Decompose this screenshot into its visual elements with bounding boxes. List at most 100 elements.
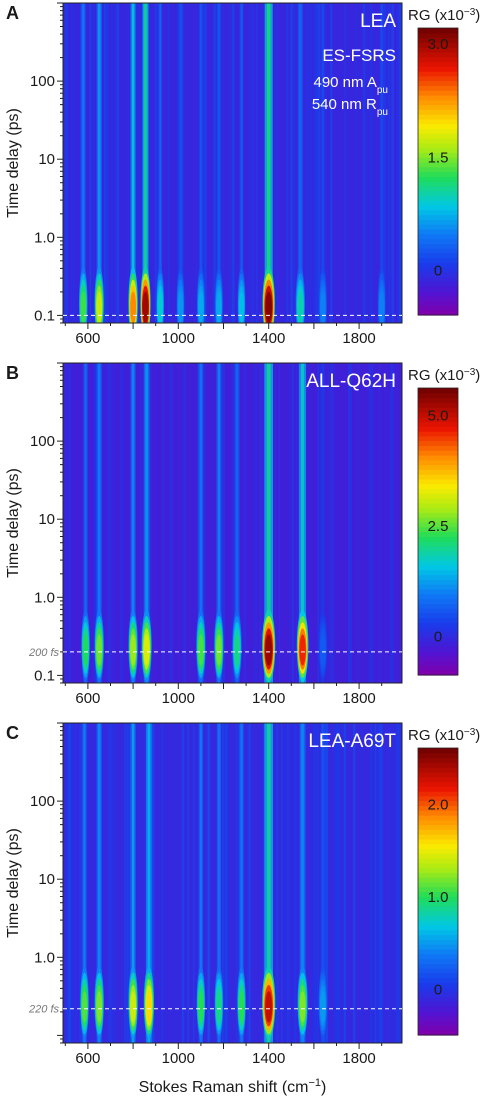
colorbar-segment — [418, 824, 458, 830]
texture-streak — [309, 363, 312, 683]
colorbar-segment — [418, 204, 458, 211]
texture-streak — [283, 723, 287, 1043]
y-tick-label: 100 — [30, 433, 55, 450]
texture-streak — [278, 363, 281, 683]
colorbar-segment — [418, 286, 458, 292]
x-axis-label: Stokes Raman shift (cm−1) — [139, 1077, 327, 1096]
texture-streak — [64, 3, 66, 323]
colorbar-segment — [418, 281, 458, 287]
panel-letter: A — [6, 3, 19, 23]
colorbar-segment — [418, 176, 458, 182]
texture-streak — [88, 723, 91, 1043]
colorbar-segment — [418, 200, 458, 206]
colorbar-segment — [418, 392, 458, 399]
colorbar-segment — [418, 454, 458, 461]
colorbar-segment — [418, 517, 458, 523]
colorbar-segment — [418, 977, 458, 983]
texture-streak — [138, 3, 140, 323]
y-tick-label: 100 — [30, 73, 55, 90]
peak-core — [301, 363, 305, 683]
colorbar-segment — [418, 996, 458, 1003]
texture-streak — [159, 363, 162, 683]
texture-streak — [127, 723, 131, 1043]
colorbar-segment — [418, 819, 458, 826]
colorbar-segment — [418, 752, 458, 759]
texture-streak — [292, 3, 294, 323]
colorbar-segment — [418, 305, 458, 311]
texture-streak — [370, 363, 373, 683]
texture-streak — [397, 3, 399, 323]
heatmap — [63, 3, 402, 323]
texture-streak — [64, 363, 68, 683]
texture-streak — [229, 3, 233, 323]
colorbar-segment — [418, 603, 458, 609]
colorbar-segment — [418, 114, 458, 120]
colorbar-segment — [418, 502, 458, 509]
texture-streak — [284, 3, 286, 323]
colorbar-segment — [418, 814, 458, 821]
peak-core — [240, 723, 243, 1043]
colorbar-segment — [418, 71, 458, 77]
colorbar-label-main: RG (x10 — [408, 367, 464, 384]
texture-streak — [259, 363, 263, 683]
texture-streak — [362, 3, 365, 323]
colorbar-segment — [418, 786, 458, 792]
texture-streak — [261, 3, 264, 323]
colorbar-segment — [418, 791, 458, 797]
x-tick-label: 1000 — [162, 690, 195, 707]
texture-streak — [69, 363, 71, 683]
peak-hotspot — [265, 991, 273, 1023]
colorbar-segment — [418, 982, 458, 988]
colorbar-segment — [418, 56, 458, 63]
texture-streak — [127, 3, 130, 323]
colorbar-segment — [418, 915, 458, 921]
colorbar-segment — [418, 181, 458, 187]
colorbar-segment — [418, 166, 458, 173]
peak-core — [98, 363, 101, 683]
peak-hotspot — [379, 291, 385, 323]
colorbar-segment — [418, 440, 458, 446]
colorbar-segment — [418, 152, 458, 158]
y-tick-label: 100 — [30, 793, 55, 810]
peak-core — [179, 3, 182, 323]
peak-core — [266, 723, 271, 1043]
texture-streak — [94, 363, 96, 683]
colorbar-segment — [418, 478, 458, 485]
dashed-line-label: 200 fs — [28, 647, 59, 659]
colorbar-segment — [418, 545, 458, 552]
colorbar-frame — [417, 27, 459, 316]
colorbar-segment — [418, 66, 458, 72]
colorbar-segment — [418, 157, 458, 163]
texture-streak — [161, 723, 164, 1043]
colorbar-segment — [418, 958, 458, 964]
texture-streak — [169, 363, 173, 683]
colorbar-segment — [418, 435, 458, 442]
texture-streak — [232, 363, 235, 683]
texture-streak — [287, 723, 290, 1043]
texture-streak — [104, 363, 107, 683]
texture-streak — [352, 723, 356, 1043]
texture-streak — [123, 363, 125, 683]
colorbar-segment — [418, 584, 458, 590]
colorbar-segment — [418, 128, 458, 134]
texture-streak — [330, 363, 334, 683]
colorbar-segment — [418, 32, 458, 39]
texture-streak — [92, 3, 95, 323]
colorbar-label-close: ) — [475, 727, 480, 744]
peak-hotspot — [238, 991, 245, 1023]
sample-name: ALL-Q62H — [306, 371, 396, 392]
texture-streak — [379, 723, 383, 1043]
y-tick-label: 0.1 — [34, 307, 55, 324]
peak-core — [322, 363, 324, 683]
colorbar-segment — [418, 123, 458, 130]
x-tick-label: 1800 — [342, 1050, 375, 1067]
peak-core — [235, 363, 239, 683]
texture-streak — [68, 723, 72, 1043]
texture-streak — [72, 723, 74, 1043]
colorbar-segment — [418, 655, 458, 662]
y-tick-label: 0.1 — [34, 667, 55, 684]
peak-hotspot — [96, 634, 103, 666]
colorbar-segment — [418, 641, 458, 647]
texture-streak — [68, 363, 70, 683]
y-axis-label: Time delay (ps) — [5, 828, 22, 938]
